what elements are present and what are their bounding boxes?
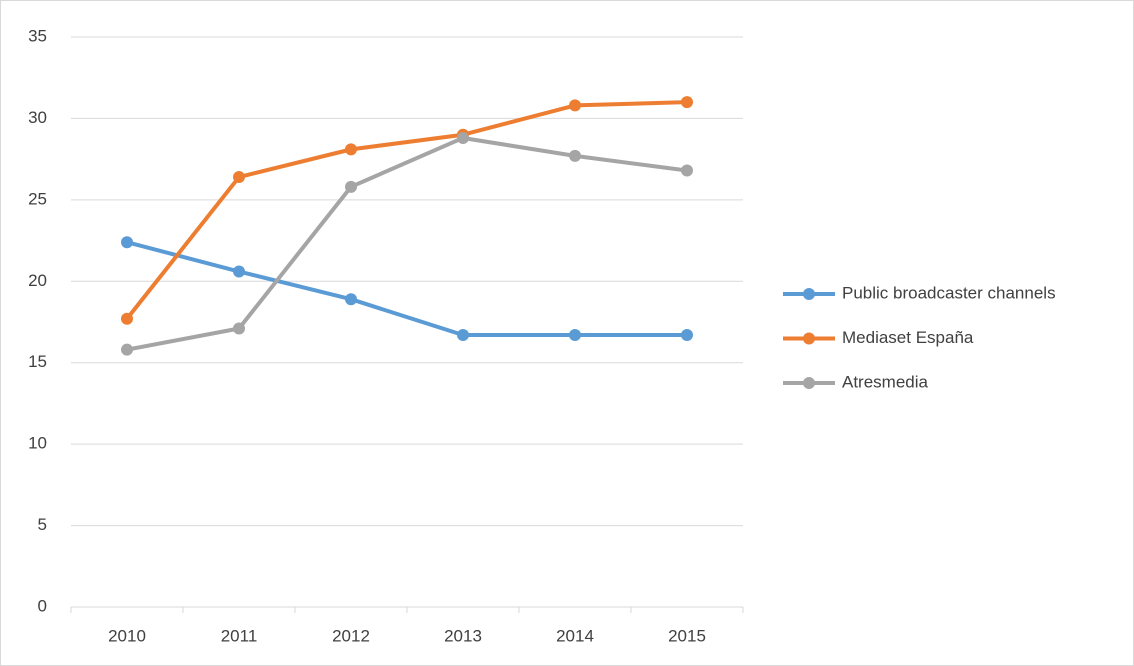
legend-marker <box>803 288 815 300</box>
x-tick-label: 2012 <box>332 626 370 645</box>
x-tick-label: 2014 <box>556 626 594 645</box>
y-tick-label: 15 <box>28 352 47 371</box>
legend-marker <box>803 377 815 389</box>
point <box>569 99 581 112</box>
y-tick-label: 10 <box>28 434 47 453</box>
series-line <box>125 240 689 338</box>
point <box>569 149 581 162</box>
y-tick-label: 0 <box>38 596 47 615</box>
x-tick-label: 2010 <box>108 626 146 645</box>
point <box>345 180 357 193</box>
point <box>233 322 245 335</box>
y-tick-label: 5 <box>38 515 47 534</box>
y-tick-label: 35 <box>28 26 47 45</box>
point <box>121 236 133 249</box>
point <box>345 293 357 306</box>
x-tick-label: 2013 <box>444 626 482 645</box>
y-tick-label: 20 <box>28 271 47 290</box>
legend-label: Atresmedia <box>842 372 929 391</box>
point <box>121 312 133 325</box>
y-tick-label: 25 <box>28 189 47 208</box>
point <box>121 343 133 356</box>
x-tick-label: 2011 <box>221 626 258 645</box>
point <box>457 329 469 342</box>
series-line <box>125 100 689 321</box>
point <box>681 164 693 177</box>
legend-marker <box>803 332 815 345</box>
point <box>345 143 357 156</box>
point <box>233 171 245 184</box>
y-tick-label: 30 <box>28 108 47 127</box>
x-tick-label: 2015 <box>668 626 706 645</box>
legend-label: Mediaset España <box>842 328 974 347</box>
point <box>457 131 469 144</box>
point <box>233 265 245 278</box>
series-line <box>125 135 689 352</box>
point <box>569 329 581 342</box>
point <box>681 329 693 342</box>
legend-label: Public broadcaster channels <box>842 283 1056 302</box>
point <box>681 96 693 109</box>
